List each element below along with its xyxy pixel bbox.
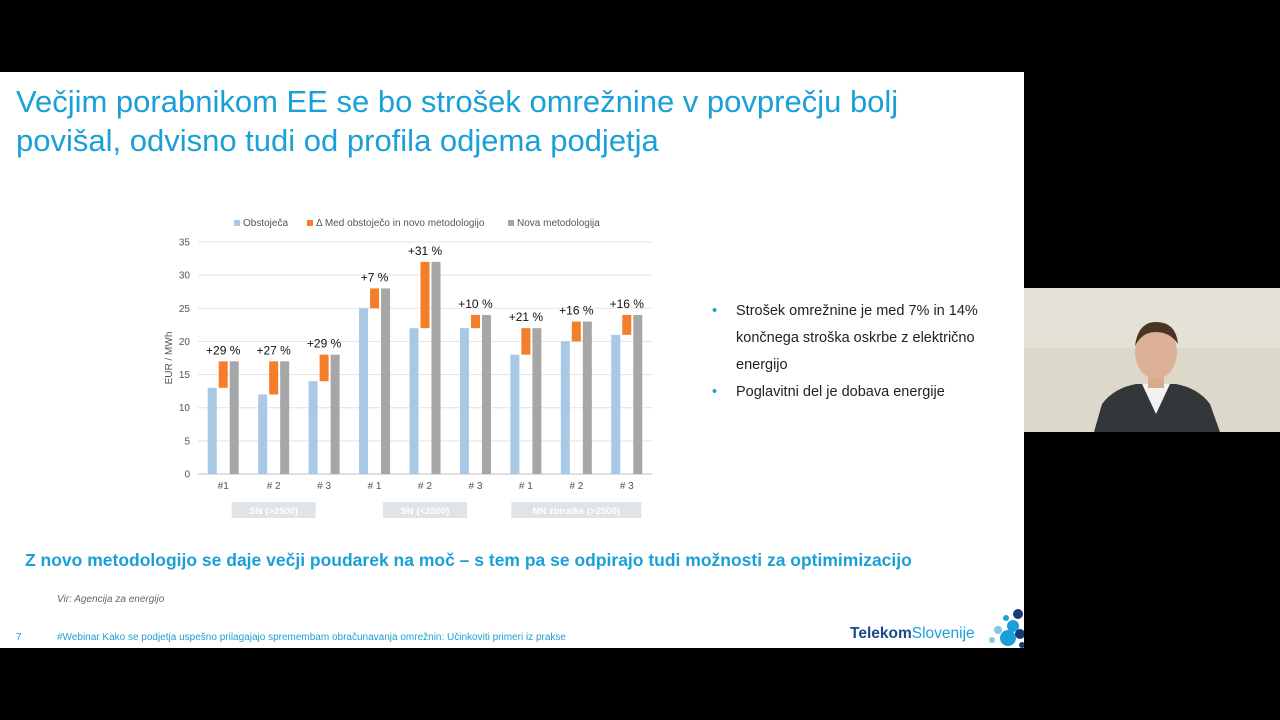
data-label: +21 %	[509, 310, 544, 324]
bar-obstojeca	[308, 381, 318, 474]
bullet-list: Strošek omrežnine je med 7% in 14% končn…	[712, 298, 1002, 406]
y-tick-label: 20	[179, 337, 191, 348]
legend-swatch	[307, 220, 313, 226]
bar-delta	[420, 261, 430, 329]
legend-label: Δ Med obstoječo in novo metodologijo	[316, 218, 485, 229]
bar-obstojeca	[359, 308, 369, 474]
y-tick-label: 35	[179, 238, 191, 249]
logo-text-part1: Telekom	[850, 625, 912, 642]
bar-nova	[280, 361, 290, 474]
bar-nova	[381, 288, 391, 474]
legend-label: Nova metodologija	[517, 218, 600, 229]
x-tick-label: # 3	[317, 481, 331, 492]
bar-delta	[370, 288, 380, 309]
y-tick-label: 10	[179, 403, 191, 414]
y-tick-label: 5	[184, 436, 190, 447]
bar-obstojeca	[258, 394, 268, 474]
data-label: +7 %	[361, 270, 389, 284]
bullet-item: Poglavitni del je dobava energije	[712, 379, 1002, 406]
webcam-overlay	[1024, 288, 1280, 432]
bar-delta	[470, 314, 480, 329]
bar-obstojeca	[409, 328, 419, 474]
bar-obstojeca	[611, 334, 621, 474]
x-tick-label: # 3	[468, 481, 482, 492]
x-tick-label: # 3	[620, 481, 634, 492]
data-label: +10 %	[458, 297, 493, 311]
bar-delta	[521, 328, 531, 355]
bar-obstojeca	[560, 341, 570, 474]
logo-dots-icon	[989, 609, 1024, 648]
logo-text-part2: Slovenije	[911, 625, 975, 642]
x-tick-label: # 1	[519, 481, 533, 492]
data-label: +31 %	[408, 244, 443, 258]
data-label: +27 %	[256, 343, 291, 357]
group-label: NN zbiralke (>2500)	[533, 506, 620, 517]
y-tick-label: 30	[179, 271, 191, 282]
x-tick-label: # 2	[569, 481, 583, 492]
footer-text: #Webinar Kako se podjetja uspešno prilag…	[57, 632, 566, 643]
x-tick-label: #1	[218, 481, 230, 492]
bullet-item: Strošek omrežnine je med 7% in 14% končn…	[712, 298, 1002, 379]
legend-swatch	[508, 220, 514, 226]
source-note: Vir: Agencija za energijo	[57, 594, 165, 605]
y-tick-label: 0	[184, 470, 190, 481]
x-tick-label: # 1	[368, 481, 382, 492]
y-tick-label: 25	[179, 304, 191, 315]
group-label: SN (<2500)	[401, 506, 450, 517]
bar-obstojeca	[207, 387, 217, 474]
page-number: 7	[16, 632, 22, 643]
bar-delta	[218, 361, 228, 388]
x-tick-label: # 2	[267, 481, 281, 492]
y-tick-label: 15	[179, 370, 191, 381]
presenter-video	[1024, 288, 1280, 432]
bar-nova	[229, 361, 239, 474]
legend-label: Obstoječa	[243, 218, 288, 229]
data-label: +29 %	[307, 337, 342, 351]
bar-nova	[582, 321, 592, 474]
bar-delta	[571, 321, 581, 342]
data-label: +16 %	[610, 297, 645, 311]
conclusion-text: Z novo metodologijo se daje večji poudar…	[25, 550, 912, 570]
group-label: SN (>2500)	[249, 506, 298, 517]
bar-obstojeca	[510, 354, 520, 474]
bar-delta	[319, 354, 329, 382]
bar-delta	[622, 314, 632, 335]
slide: Večjim porabnikom EE se bo strošek omrež…	[0, 72, 1024, 648]
bar-obstojeca	[459, 328, 469, 474]
bar-delta	[269, 361, 279, 395]
bar-nova	[330, 354, 340, 474]
y-axis-label: EUR / MWh	[164, 332, 175, 385]
x-tick-label: # 2	[418, 481, 432, 492]
group-label-box	[511, 502, 642, 518]
bar-nova	[633, 314, 643, 474]
group-label-box	[231, 502, 316, 518]
data-label: +16 %	[559, 304, 594, 318]
bar-chart: 0 5 10 15 20 25 30 35 EUR / MWh Obstoječa Δ Med ob…	[164, 218, 652, 518]
telekom-logo: TelekomSlovenije	[850, 625, 975, 643]
slide-title: Večjim porabnikom EE se bo strošek omrež…	[16, 84, 899, 158]
legend-swatch	[234, 220, 240, 226]
bar-nova	[431, 261, 441, 474]
data-label: +29 %	[206, 343, 241, 357]
bar-nova	[532, 328, 542, 474]
group-label-box	[383, 502, 467, 518]
bar-nova	[481, 314, 491, 474]
